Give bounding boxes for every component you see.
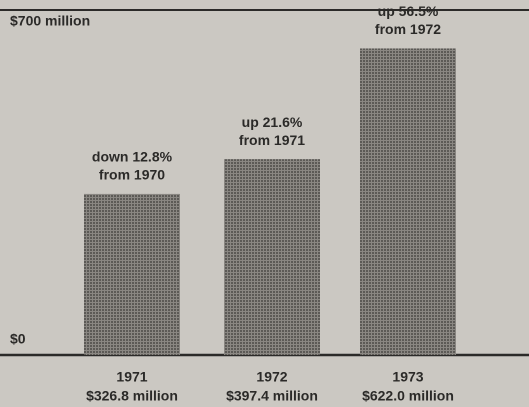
annotation: up 21.6% bbox=[242, 114, 303, 130]
annotation: from 1972 bbox=[375, 21, 441, 37]
value-label: $326.8 million bbox=[86, 388, 178, 404]
y-tick-label: $0 bbox=[10, 331, 26, 347]
x-tick-label: 1972 bbox=[256, 369, 287, 385]
x-tick-label: 1973 bbox=[392, 369, 423, 385]
annotation: up 56.5% bbox=[378, 3, 439, 19]
value-label: $397.4 million bbox=[226, 388, 318, 404]
value-label: $622.0 million bbox=[362, 388, 454, 404]
bar bbox=[360, 48, 456, 355]
annotation: down 12.8% bbox=[92, 149, 173, 165]
y-tick-label: $700 million bbox=[10, 13, 90, 29]
bar bbox=[224, 159, 320, 355]
annotation: from 1971 bbox=[239, 132, 305, 148]
annotation: from 1970 bbox=[99, 167, 165, 183]
x-tick-label: 1971 bbox=[116, 369, 147, 385]
bar bbox=[84, 193, 180, 355]
